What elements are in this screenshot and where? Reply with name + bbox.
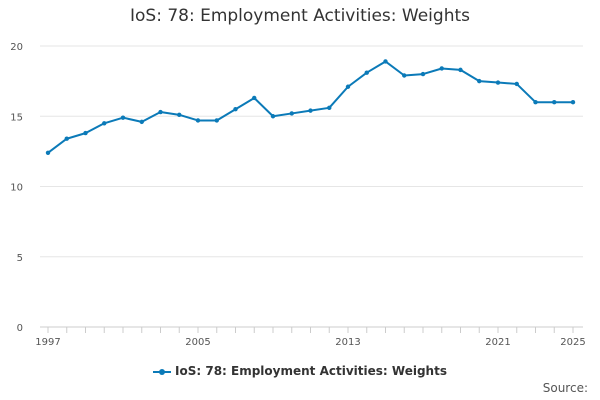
y-tick-label: 15 bbox=[10, 112, 23, 123]
legend-swatch bbox=[153, 367, 172, 377]
data-point bbox=[177, 112, 182, 118]
data-point bbox=[327, 105, 332, 111]
data-point bbox=[495, 80, 501, 85]
data-point bbox=[45, 150, 51, 155]
data-point bbox=[158, 109, 163, 115]
gridlines bbox=[40, 45, 583, 328]
data-point bbox=[120, 115, 126, 120]
data-point bbox=[252, 95, 257, 101]
data-point bbox=[233, 107, 238, 112]
legend[interactable]: IoS: 78: Employment Activities: Weights bbox=[0, 364, 600, 378]
data-point bbox=[345, 84, 351, 89]
data-point bbox=[383, 59, 388, 64]
chart-title: IoS: 78: Employment Activities: Weights bbox=[129, 6, 470, 26]
data-point bbox=[552, 100, 557, 105]
y-tick-label: 5 bbox=[17, 253, 23, 264]
data-point bbox=[64, 136, 69, 141]
data-point bbox=[102, 121, 107, 126]
data-point bbox=[402, 73, 407, 78]
y-tick-label: 0 bbox=[17, 323, 23, 334]
data-point bbox=[514, 81, 519, 87]
x-tick-label: 2013 bbox=[335, 337, 360, 348]
data-point bbox=[533, 100, 538, 105]
data-point bbox=[364, 70, 369, 75]
series-line bbox=[47, 60, 573, 154]
y-tick-label: 10 bbox=[10, 183, 23, 194]
source-label: Source: bbox=[542, 381, 588, 395]
series-layer bbox=[45, 59, 576, 155]
x-tick-label: 2021 bbox=[485, 337, 510, 348]
data-point bbox=[289, 111, 294, 116]
legend-label: IoS: 78: Employment Activities: Weights bbox=[175, 364, 447, 378]
data-point bbox=[83, 130, 88, 136]
y-tick-label: 20 bbox=[10, 42, 23, 53]
data-point bbox=[214, 118, 219, 123]
data-point bbox=[139, 119, 144, 125]
x-tick-label: 1997 bbox=[35, 337, 60, 348]
data-point bbox=[195, 118, 201, 123]
data-point bbox=[570, 100, 576, 105]
data-point bbox=[477, 78, 482, 84]
x-tick-label: 2025 bbox=[560, 337, 585, 348]
axes: 0 5 10 15 20 1997 2005 2013 2021 2025 bbox=[10, 42, 585, 348]
data-point bbox=[458, 67, 463, 73]
data-point bbox=[420, 71, 426, 77]
x-tick-label: 2005 bbox=[185, 337, 210, 348]
data-point bbox=[439, 66, 444, 71]
data-point bbox=[270, 114, 276, 119]
data-point bbox=[308, 108, 313, 113]
